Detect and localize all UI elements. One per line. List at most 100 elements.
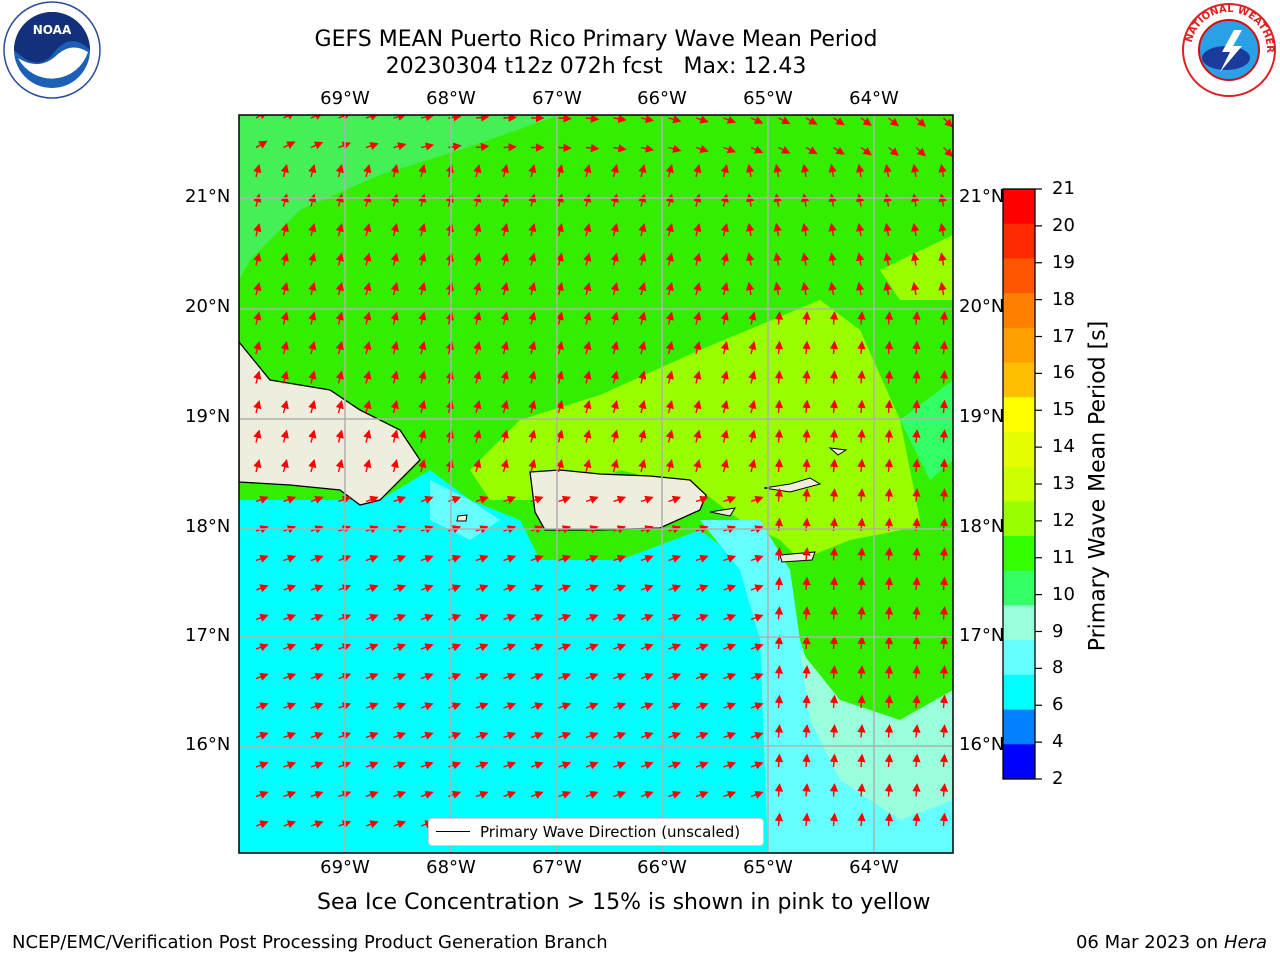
wave-arrow [530,613,544,622]
wave-arrow [613,643,627,652]
wave-arrow [585,731,599,740]
wave-arrow [640,761,654,770]
wave-arrow [555,311,564,325]
wave-arrow [695,613,709,622]
wave-arrow [310,613,324,622]
wave-arrow [473,370,482,384]
wave-arrow [280,459,289,473]
wave-arrow [253,282,262,296]
wave-arrow [613,761,627,770]
wave-arrow [500,341,509,355]
wave-arrow [638,252,647,266]
wave-arrow [583,429,592,443]
wave-arrow [750,702,764,711]
caption: Sea Ice Concentration > 15% is shown in … [317,890,931,915]
wave-arrow [883,281,892,296]
wave-arrow [802,488,811,502]
wave-arrow [750,672,764,681]
wave-arrow [610,282,619,296]
wave-arrow [773,252,782,266]
wave-arrow [828,252,837,266]
wave-arrow [338,672,352,681]
wave-arrow [363,459,372,473]
wave-arrow [884,724,894,738]
wave-arrow [310,790,324,799]
wave-arrow [338,790,352,799]
wave-arrow [774,429,784,443]
wave-arrow [255,613,269,622]
wave-arrow [939,665,949,679]
colorbar-segment [1003,258,1035,294]
wave-arrow [748,370,757,384]
wave-arrow [939,547,949,561]
wave-arrow [500,282,509,296]
wave-arrow [585,761,599,770]
wave-arrow [530,731,544,740]
wave-arrow [720,370,729,384]
wave-arrow [695,702,709,711]
nws-logo: NATIONAL WEATHER SERVICE [1178,0,1276,97]
wave-arrow [418,311,427,325]
wave-arrow [723,554,737,563]
wave-arrow [310,702,324,711]
wave-arrow [774,488,784,502]
wave-arrow [638,223,647,237]
wave-arrow [555,282,564,296]
wave-arrow [668,144,682,153]
wave-arrow [774,606,784,620]
wave-arrow [530,672,544,681]
wave-arrow [829,311,839,325]
wave-arrow [613,702,627,711]
wave-arrow [720,252,729,266]
wave-arrow [393,672,407,681]
colorbar-segment [1003,570,1035,606]
wave-arrow [500,429,509,443]
wave-arrow [500,311,509,325]
wave-arrow [750,761,764,770]
wave-arrow [857,753,866,768]
wave-arrow [860,117,872,126]
wave-arrow [530,495,544,504]
wave-arrow [253,400,262,414]
wave-arrow [310,761,324,770]
wave-arrow [833,117,845,126]
wave-arrow [695,790,709,799]
wave-arrow [693,400,702,414]
wave-arrow [802,311,811,325]
wave-arrow [528,282,537,296]
wave-arrow [473,341,482,355]
colorbar-tick-label: 18 [1052,288,1075,310]
wave-arrow [939,724,949,738]
wave-arrow [613,584,627,593]
wave-arrow [283,820,297,829]
lat-label-left: 21°N [185,186,231,207]
wave-arrow [723,584,737,593]
wave-arrow [253,311,262,325]
wave-arrow [503,115,517,122]
map-plot [238,114,1042,854]
wave-arrow [857,576,866,591]
wave-arrow [939,340,949,355]
wave-arrow [665,223,674,237]
wave-arrow [283,702,297,711]
wave-arrow [558,115,572,123]
wave-arrow [638,311,647,325]
wave-arrow [829,724,839,738]
wave-arrow [473,252,482,266]
wave-arrow [723,702,737,711]
colorbar-segment [1003,466,1035,502]
wave-arrow [283,643,297,652]
wave-arrow [418,459,427,473]
wave-arrow [855,193,865,207]
wave-arrow [638,400,647,414]
wave-arrow [802,606,811,620]
wave-arrow [745,193,755,207]
wave-arrow [695,145,709,154]
colorbar-segment [1003,397,1035,433]
wave-arrow [253,341,262,355]
wave-arrow [638,370,647,384]
wave-arrow [800,252,810,266]
wave-arrow [912,635,921,650]
wave-arrow [310,731,324,740]
wave-arrow [528,459,537,473]
